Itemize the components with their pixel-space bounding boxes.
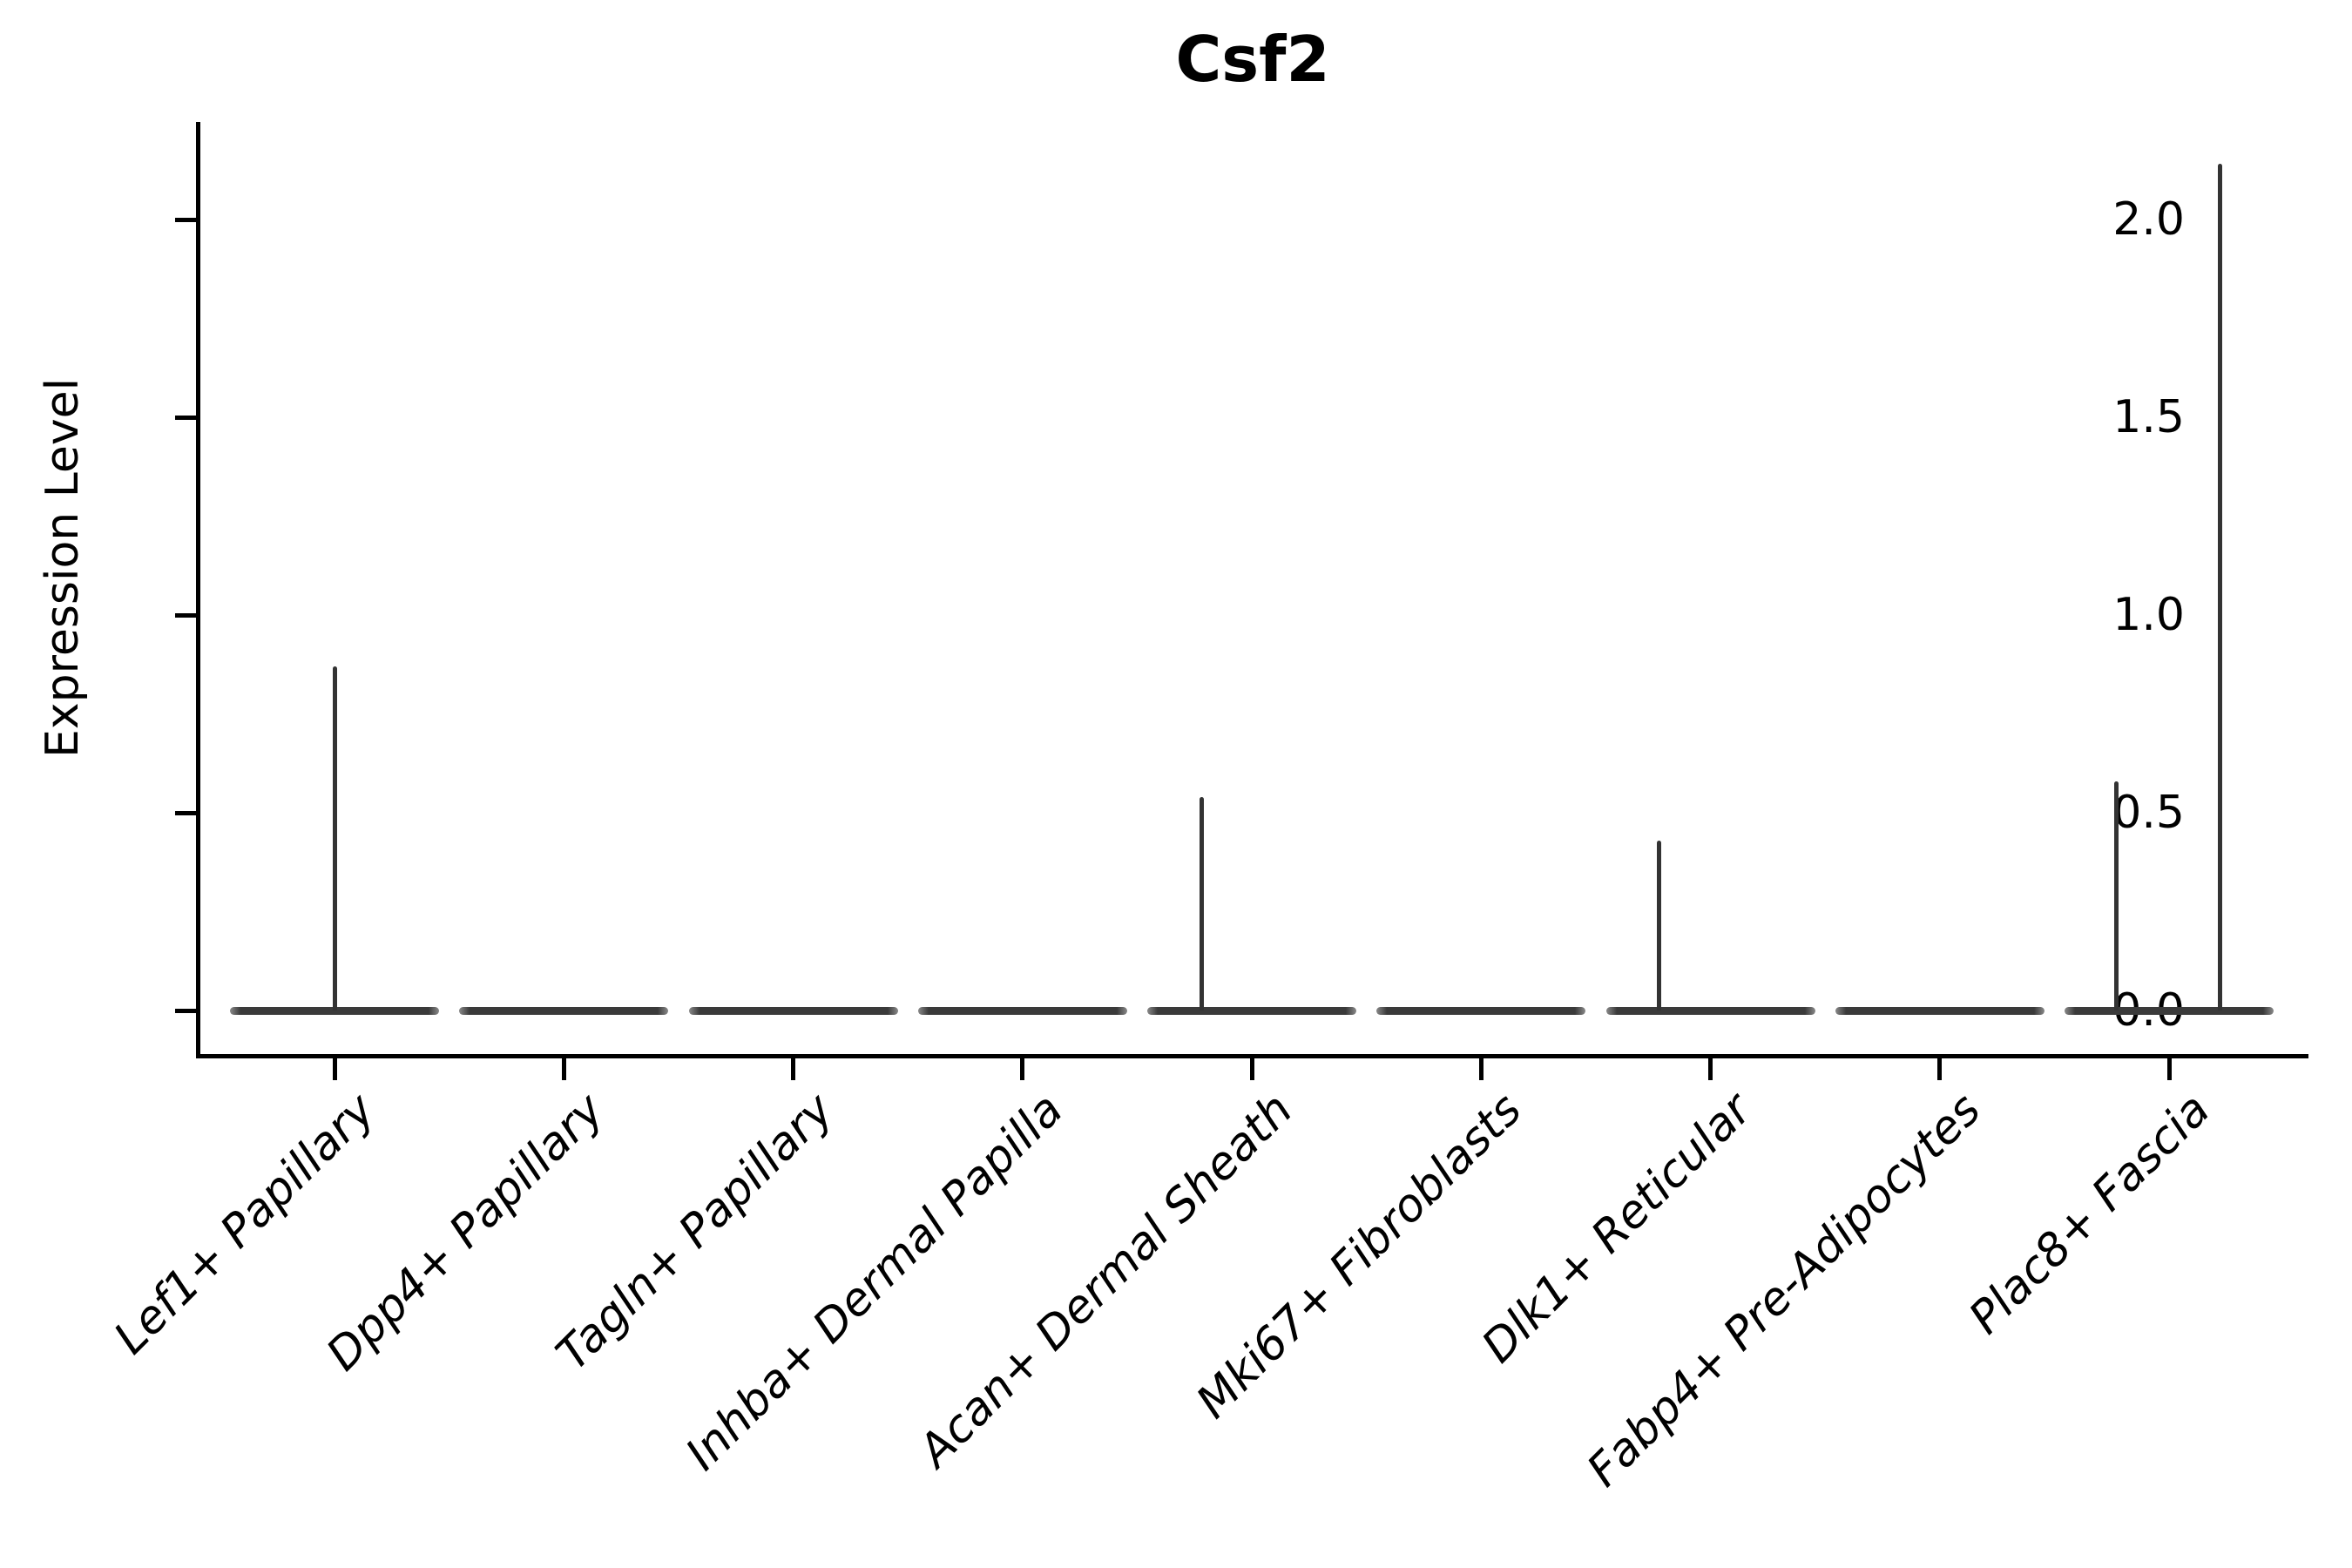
y-tick-label: 1.5 — [2112, 391, 2185, 443]
violin-spike — [2114, 781, 2119, 1010]
x-tick-label: Inhba+ Dermal Papilla — [676, 1083, 1074, 1481]
x-tick-mark — [1937, 1056, 1943, 1080]
violin-spike — [1656, 840, 1661, 1010]
x-tick-mark — [2166, 1056, 2172, 1080]
violin-body — [2065, 1006, 2274, 1015]
x-tick-label: Plac8+ Fascia — [1959, 1083, 2220, 1345]
x-tick-mark — [332, 1056, 337, 1080]
x-tick-mark — [561, 1056, 566, 1080]
violin-body — [688, 1006, 898, 1015]
y-tick-mark — [175, 612, 199, 618]
y-tick-mark — [175, 1008, 199, 1013]
violin-body — [1376, 1006, 1586, 1015]
y-tick-label: 2.0 — [2112, 193, 2185, 246]
y-tick-mark — [175, 810, 199, 815]
violin-body — [1605, 1006, 1815, 1015]
y-tick-label: 1.0 — [2112, 589, 2185, 641]
violin-spike — [2218, 164, 2223, 1010]
violin-body — [1835, 1006, 2044, 1015]
y-axis-line — [196, 122, 200, 1058]
y-tick-mark — [175, 217, 199, 222]
violin-body — [917, 1006, 1127, 1015]
x-tick-label: Acan+ Dermal Sheath — [909, 1083, 1303, 1477]
x-tick-mark — [1020, 1056, 1025, 1080]
x-tick-mark — [1708, 1056, 1713, 1080]
violin-body — [1147, 1006, 1356, 1015]
y-tick-mark — [175, 415, 199, 420]
x-tick-mark — [1249, 1056, 1254, 1080]
x-tick-label: Fabp4+ Pre-Adipocytes — [1577, 1083, 1991, 1497]
chart-title: Csf2 — [1175, 23, 1330, 96]
violin-body — [230, 1006, 439, 1015]
violin-spike — [332, 666, 337, 1010]
x-tick-mark — [791, 1056, 795, 1080]
y-axis-label: Expression Level — [37, 377, 89, 759]
violin-spike — [1199, 796, 1204, 1010]
violin-body — [459, 1006, 669, 1015]
x-tick-mark — [1478, 1056, 1484, 1080]
y-tick-label: 0.5 — [2112, 787, 2185, 839]
